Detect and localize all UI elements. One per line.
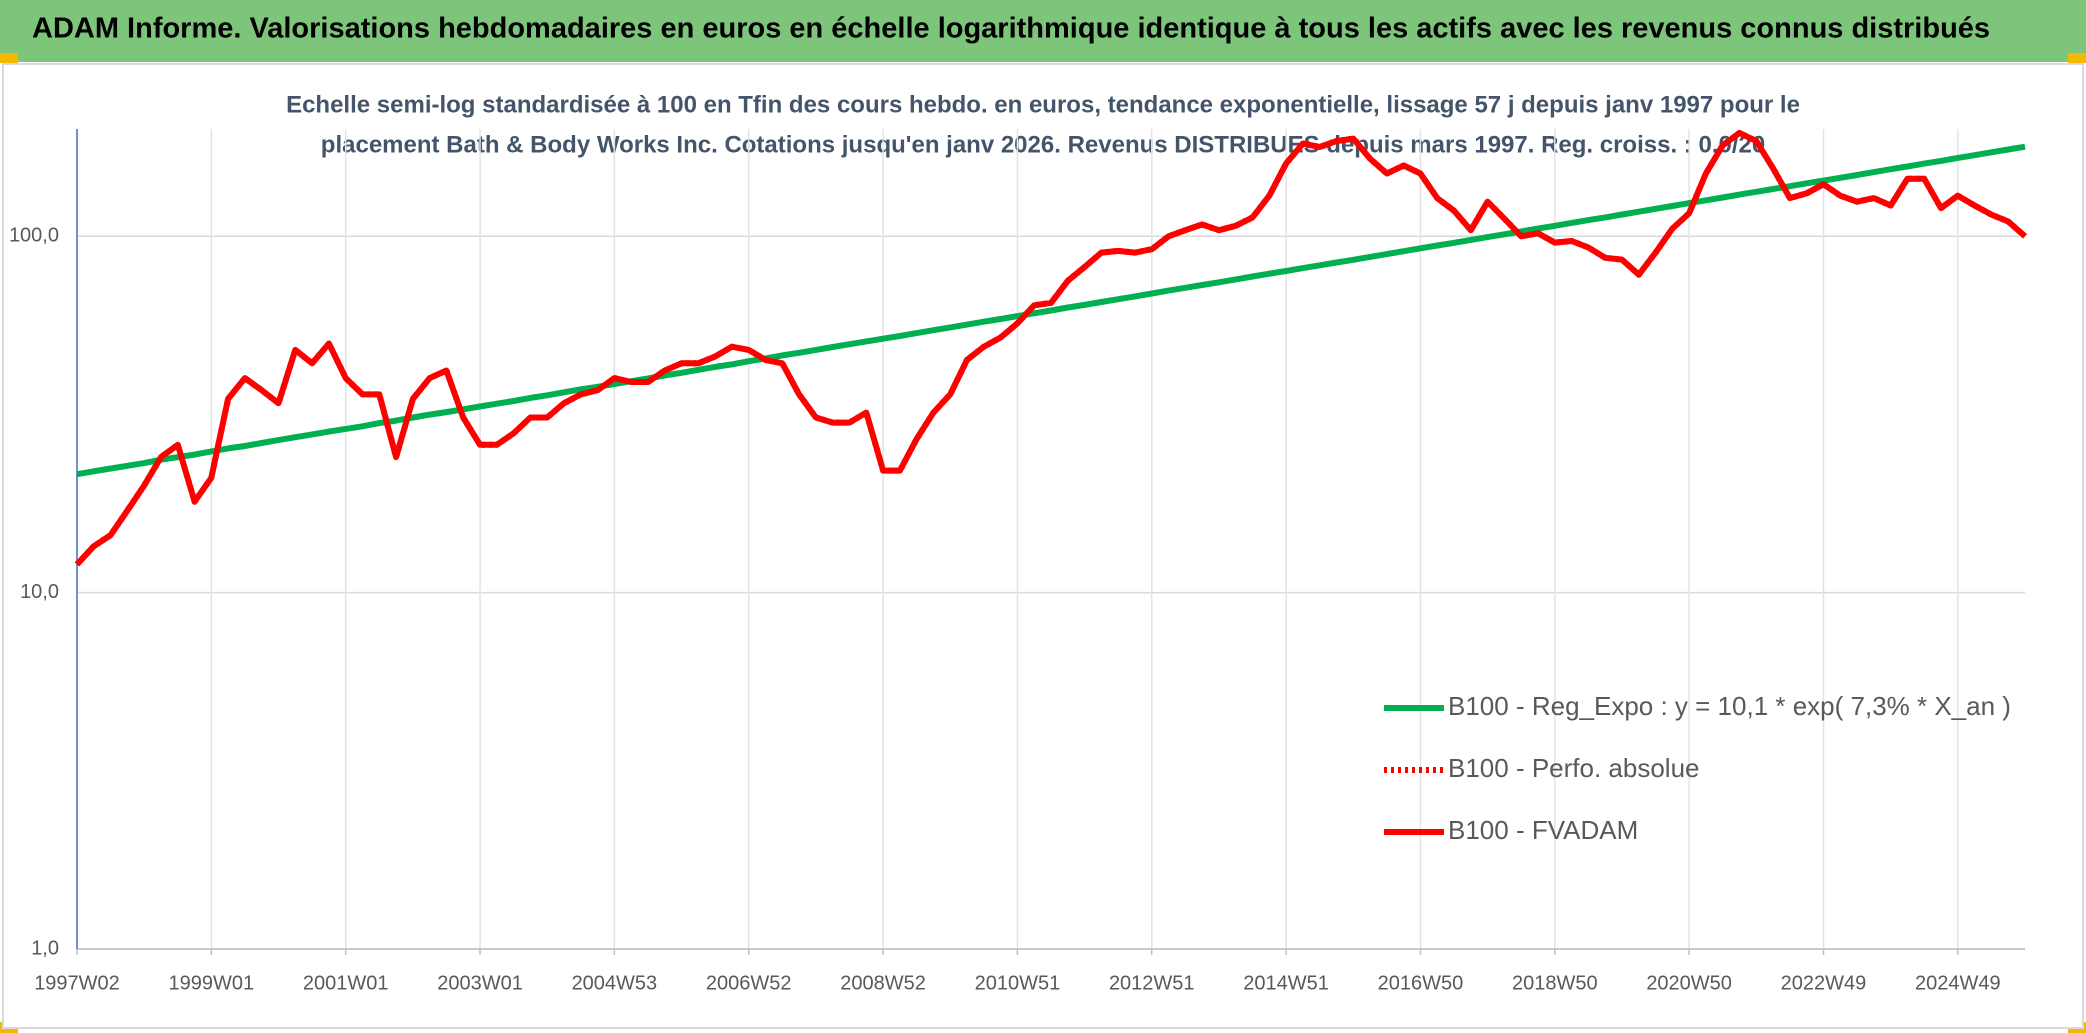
x-tick-label: 2014W51 [1243, 972, 1329, 994]
chart-subtitle: placement Bath & Body Works Inc. Cotatio… [321, 131, 1765, 158]
legend-label: B100 - Perfo. absolue [1448, 753, 1700, 783]
chart-subtitle: Echelle semi-log standardisée à 100 en T… [286, 91, 1800, 118]
corner [2068, 53, 2086, 63]
x-tick-label: 2024W49 [1915, 972, 2001, 994]
chart-frame [2, 63, 2084, 1029]
legend-label: B100 - FVADAM [1448, 815, 1638, 845]
x-tick-label: 2001W01 [303, 972, 389, 994]
title-bar [0, 0, 2086, 62]
x-tick-label: 2010W51 [975, 972, 1061, 994]
x-tick-label: 2020W50 [1646, 972, 1732, 994]
y-tick-label: 10,0 [20, 581, 59, 603]
y-tick-label: 100,0 [9, 225, 59, 247]
x-tick-label: 2018W50 [1512, 972, 1598, 994]
x-tick-label: 2008W52 [840, 972, 926, 994]
y-tick-label: 1,0 [31, 937, 59, 959]
legend-label: B100 - Reg_Expo : y = 10,1 * exp( 7,3% *… [1448, 691, 2011, 721]
x-tick-label: 2022W49 [1781, 972, 1867, 994]
x-tick-label: 2012W51 [1109, 972, 1195, 994]
series-line [74, 129, 2027, 567]
x-tick-label: 2006W52 [706, 972, 792, 994]
x-tick-label: 2003W01 [437, 972, 523, 994]
x-tick-label: 1999W01 [169, 972, 255, 994]
x-tick-label: 2004W53 [572, 972, 658, 994]
x-tick-label: 1997W02 [34, 972, 120, 994]
plot-area: Echelle semi-log standardisée à 100 en T… [9, 91, 2027, 994]
chart-title: ADAM Informe. Valorisations hebdomadaire… [32, 13, 1990, 45]
x-tick-label: 2016W50 [1378, 972, 1464, 994]
corner [0, 53, 18, 63]
series-line [76, 143, 2026, 478]
